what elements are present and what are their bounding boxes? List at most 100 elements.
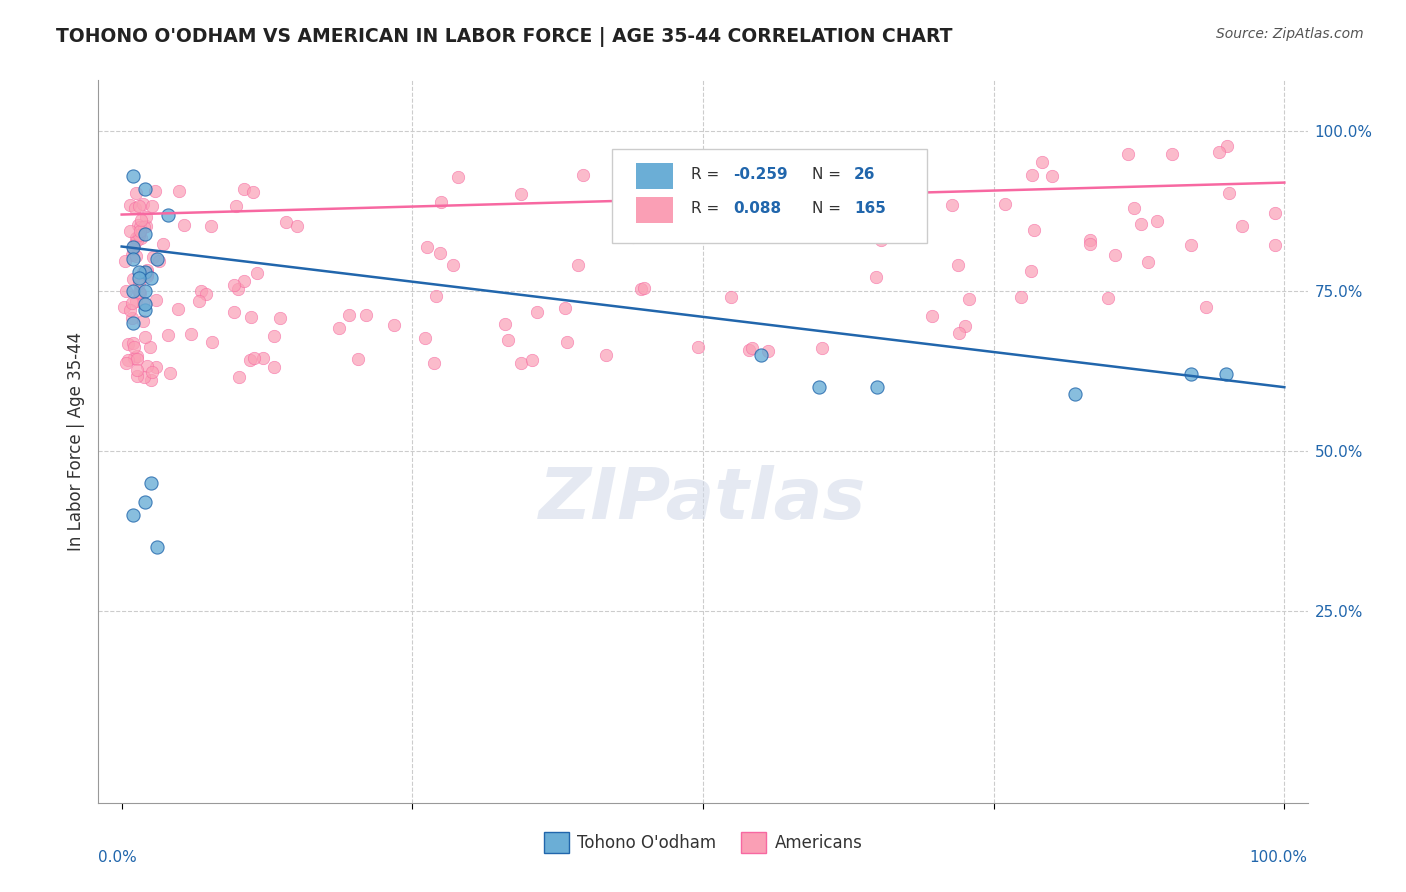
Point [114, 356, 136, 370]
Point [132, 369, 155, 384]
Point [145, 252, 167, 267]
Point [121, 311, 143, 326]
Point [135, 211, 157, 225]
Point [129, 219, 152, 234]
Y-axis label: In Labor Force | Age 35-44: In Labor Force | Age 35-44 [66, 332, 84, 551]
Point [274, 215, 297, 229]
Point [132, 220, 155, 235]
Point [595, 348, 617, 362]
Point [1208, 145, 1230, 160]
Point [124, 238, 146, 252]
Legend: Tohono O'odham, Americans: Tohono O'odham, Americans [537, 826, 869, 860]
Text: 100.0%: 100.0% [1250, 850, 1308, 864]
Text: N =: N = [811, 201, 845, 216]
Point [125, 186, 148, 200]
Point [159, 366, 181, 380]
Point [946, 258, 969, 272]
Point [222, 305, 245, 319]
Point [141, 366, 163, 380]
Point [813, 156, 835, 170]
Point [167, 301, 190, 316]
Point [122, 169, 145, 184]
Point [124, 294, 146, 309]
Point [173, 219, 195, 233]
Point [285, 219, 308, 233]
Point [811, 341, 834, 355]
Point [122, 285, 145, 299]
Point [994, 197, 1017, 211]
Point [118, 303, 141, 318]
Point [157, 327, 180, 342]
Point [145, 359, 167, 374]
Point [526, 305, 548, 319]
Point [200, 219, 222, 233]
Point [134, 495, 156, 509]
FancyBboxPatch shape [637, 163, 672, 189]
Point [139, 476, 162, 491]
Point [425, 289, 447, 303]
Point [142, 250, 165, 264]
Point [117, 337, 139, 351]
Point [1022, 223, 1045, 237]
Point [226, 282, 249, 296]
Point [858, 158, 880, 172]
Text: TOHONO O'ODHAM VS AMERICAN IN LABOR FORCE | AGE 35-44 CORRELATION CHART: TOHONO O'ODHAM VS AMERICAN IN LABOR FORC… [56, 27, 953, 46]
Point [1078, 234, 1101, 248]
Point [145, 293, 167, 307]
Point [232, 274, 254, 288]
Point [125, 231, 148, 245]
Point [921, 309, 943, 323]
Point [957, 292, 980, 306]
Point [941, 198, 963, 212]
Point [430, 194, 453, 209]
Point [118, 198, 141, 212]
Point [554, 301, 576, 315]
Point [129, 231, 152, 245]
Point [233, 182, 256, 196]
Point [120, 224, 142, 238]
Point [225, 199, 247, 213]
Point [122, 351, 145, 365]
Point [195, 287, 218, 301]
Point [143, 184, 166, 198]
Point [124, 201, 146, 215]
Point [136, 267, 159, 281]
Point [447, 169, 470, 184]
Point [416, 240, 439, 254]
Text: N =: N = [811, 167, 845, 182]
Text: 26: 26 [855, 167, 876, 182]
Point [1195, 300, 1218, 314]
Point [1064, 386, 1087, 401]
Point [122, 316, 145, 330]
Point [129, 213, 152, 227]
Point [633, 281, 655, 295]
Point [494, 317, 516, 331]
Point [865, 270, 887, 285]
Point [239, 352, 262, 367]
Point [498, 333, 520, 347]
Point [132, 196, 155, 211]
Point [125, 233, 148, 247]
Point [242, 351, 264, 366]
Point [132, 296, 155, 310]
Point [125, 352, 148, 367]
Point [115, 284, 138, 298]
Point [128, 224, 150, 238]
Point [129, 285, 152, 300]
Point [630, 282, 652, 296]
Point [134, 285, 156, 299]
Point [953, 319, 976, 334]
Point [749, 348, 772, 362]
Point [239, 310, 262, 324]
Point [228, 369, 250, 384]
Point [1116, 147, 1139, 161]
Point [112, 300, 135, 314]
Point [786, 184, 808, 198]
Point [152, 237, 174, 252]
Text: R =: R = [690, 167, 724, 182]
Point [441, 258, 464, 272]
Point [242, 186, 264, 200]
Point [136, 359, 159, 374]
Point [139, 271, 162, 285]
Point [128, 276, 150, 290]
